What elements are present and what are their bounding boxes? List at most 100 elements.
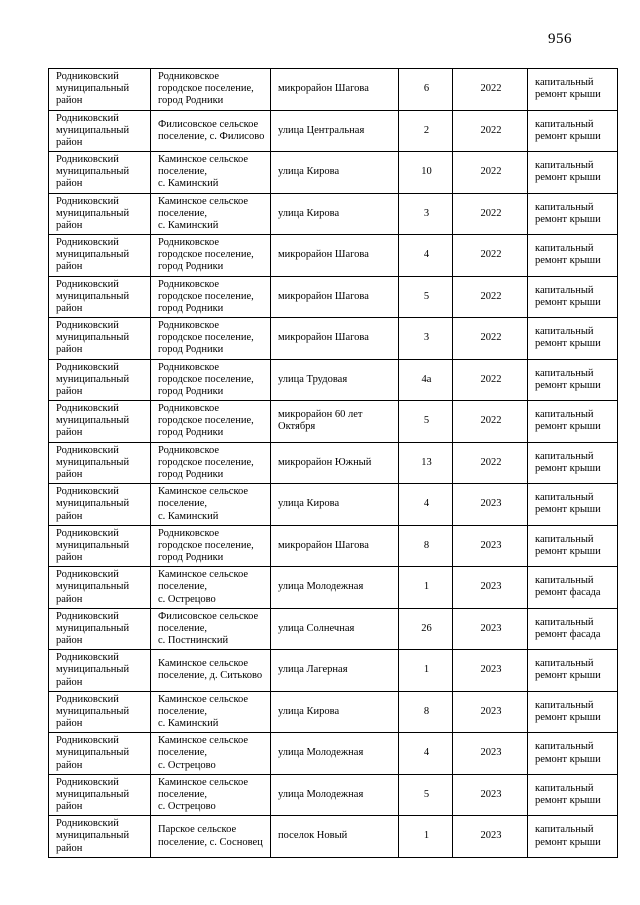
cell-year: 2022 (452, 68, 528, 111)
cell-settlement: Филисовское сельское поселение, с. Филис… (150, 109, 271, 153)
table-row: Родниковский муниципальный район Каминск… (48, 483, 618, 526)
cell-district: Родниковский муниципальный район (48, 151, 151, 194)
cell-year: 2023 (452, 607, 528, 651)
table-row: Родниковский муниципальный район Филисов… (48, 109, 618, 153)
table-row: Родниковский муниципальный район Каминск… (48, 732, 618, 775)
cell-street: микрорайон Шагова (270, 68, 399, 111)
cell-year: 2022 (452, 234, 528, 277)
cell-house-number: 3 (398, 317, 453, 360)
cell-street: улица Молодежная (270, 773, 399, 817)
cell-street: улица Трудовая (270, 358, 399, 402)
cell-work-type: капитальный ремонт крыши (527, 109, 618, 153)
cell-work-type: капитальный ремонт крыши (527, 234, 618, 277)
cell-work-type: капитальный ремонт крыши (527, 483, 618, 526)
cell-settlement: Каминское сельское поселение, с. Острецо… (150, 732, 271, 775)
cell-year: 2023 (452, 732, 528, 775)
cell-district: Родниковский муниципальный район (48, 441, 151, 485)
cell-work-type: капитальный ремонт крыши (527, 441, 618, 485)
cell-settlement: Родниковское городское поселение, город … (150, 358, 271, 402)
cell-district: Родниковский муниципальный район (48, 732, 151, 775)
cell-district: Родниковский муниципальный район (48, 566, 151, 609)
cell-house-number: 6 (398, 68, 453, 111)
cell-work-type: капитальный ремонт крыши (527, 815, 618, 858)
cell-settlement: Каминское сельское поселение, с. Каминск… (150, 690, 271, 734)
cell-house-number: 4 (398, 732, 453, 775)
table-row: Родниковский муниципальный район Роднико… (48, 317, 618, 360)
cell-house-number: 8 (398, 524, 453, 568)
cell-district: Родниковский муниципальный район (48, 773, 151, 817)
cell-street: микрорайон Шагова (270, 524, 399, 568)
cell-settlement: Каминское сельское поселение, д. Ситьков… (150, 649, 271, 692)
cell-district: Родниковский муниципальный район (48, 400, 151, 443)
cell-district: Родниковский муниципальный район (48, 358, 151, 402)
cell-work-type: капитальный ремонт крыши (527, 151, 618, 194)
cell-year: 2022 (452, 441, 528, 485)
cell-work-type: капитальный ремонт фасада (527, 566, 618, 609)
cell-street: улица Молодежная (270, 566, 399, 609)
cell-settlement: Родниковское городское поселение, город … (150, 317, 271, 360)
cell-house-number: 4а (398, 358, 453, 402)
table-row: Родниковский муниципальный район Роднико… (48, 358, 618, 402)
cell-settlement: Парское сельское поселение, с. Сосновец (150, 815, 271, 858)
table-row: Родниковский муниципальный район Каминск… (48, 773, 618, 817)
cell-street: улица Кирова (270, 690, 399, 734)
cell-settlement: Родниковское городское поселение, город … (150, 68, 271, 111)
cell-year: 2022 (452, 151, 528, 194)
cell-house-number: 4 (398, 234, 453, 277)
cell-year: 2023 (452, 566, 528, 609)
cell-street: микрорайон Шагова (270, 275, 399, 319)
table-row: Родниковский муниципальный район Филисов… (48, 607, 618, 651)
cell-district: Родниковский муниципальный район (48, 607, 151, 651)
cell-street: улица Лагерная (270, 649, 399, 692)
table-row: Родниковский муниципальный район Каминск… (48, 566, 618, 609)
cell-district: Родниковский муниципальный район (48, 192, 151, 236)
page-number: 956 (548, 31, 572, 47)
cell-work-type: капитальный ремонт крыши (527, 524, 618, 568)
cell-district: Родниковский муниципальный район (48, 690, 151, 734)
cell-year: 2023 (452, 773, 528, 817)
cell-house-number: 5 (398, 275, 453, 319)
cell-house-number: 10 (398, 151, 453, 194)
cell-district: Родниковский муниципальный район (48, 109, 151, 153)
table-row: Родниковский муниципальный район Каминск… (48, 649, 618, 692)
cell-work-type: капитальный ремонт крыши (527, 649, 618, 692)
cell-year: 2023 (452, 690, 528, 734)
cell-year: 2023 (452, 524, 528, 568)
cell-district: Родниковский муниципальный район (48, 815, 151, 858)
cell-settlement: Родниковское городское поселение, город … (150, 441, 271, 485)
table-row: Родниковский муниципальный район Парское… (48, 815, 618, 858)
cell-settlement: Каминское сельское поселение, с. Каминск… (150, 483, 271, 526)
table-body: Родниковский муниципальный район Роднико… (48, 68, 618, 858)
cell-house-number: 2 (398, 109, 453, 153)
cell-house-number: 5 (398, 400, 453, 443)
table-row: Родниковский муниципальный район Роднико… (48, 400, 618, 443)
table-row: Родниковский муниципальный район Каминск… (48, 690, 618, 734)
cell-district: Родниковский муниципальный район (48, 483, 151, 526)
cell-year: 2022 (452, 192, 528, 236)
cell-house-number: 1 (398, 815, 453, 858)
cell-house-number: 3 (398, 192, 453, 236)
cell-work-type: капитальный ремонт крыши (527, 358, 618, 402)
cell-settlement: Родниковское городское поселение, город … (150, 524, 271, 568)
cell-house-number: 13 (398, 441, 453, 485)
cell-year: 2022 (452, 317, 528, 360)
cell-street: улица Кирова (270, 483, 399, 526)
repair-program-table: Родниковский муниципальный район Роднико… (48, 68, 618, 858)
cell-year: 2022 (452, 275, 528, 319)
cell-settlement: Каминское сельское поселение, с. Каминск… (150, 192, 271, 236)
cell-street: поселок Новый (270, 815, 399, 858)
table-row: Родниковский муниципальный район Каминск… (48, 192, 618, 236)
table-row: Родниковский муниципальный район Роднико… (48, 68, 618, 111)
cell-street: улица Центральная (270, 109, 399, 153)
cell-house-number: 5 (398, 773, 453, 817)
cell-year: 2023 (452, 483, 528, 526)
cell-work-type: капитальный ремонт крыши (527, 68, 618, 111)
table-row: Родниковский муниципальный район Роднико… (48, 275, 618, 319)
cell-year: 2022 (452, 358, 528, 402)
cell-year: 2022 (452, 109, 528, 153)
cell-settlement: Филисовское сельское поселение, с. Постн… (150, 607, 271, 651)
cell-street: микрорайон Шагова (270, 234, 399, 277)
cell-house-number: 8 (398, 690, 453, 734)
cell-district: Родниковский муниципальный район (48, 275, 151, 319)
cell-district: Родниковский муниципальный район (48, 68, 151, 111)
